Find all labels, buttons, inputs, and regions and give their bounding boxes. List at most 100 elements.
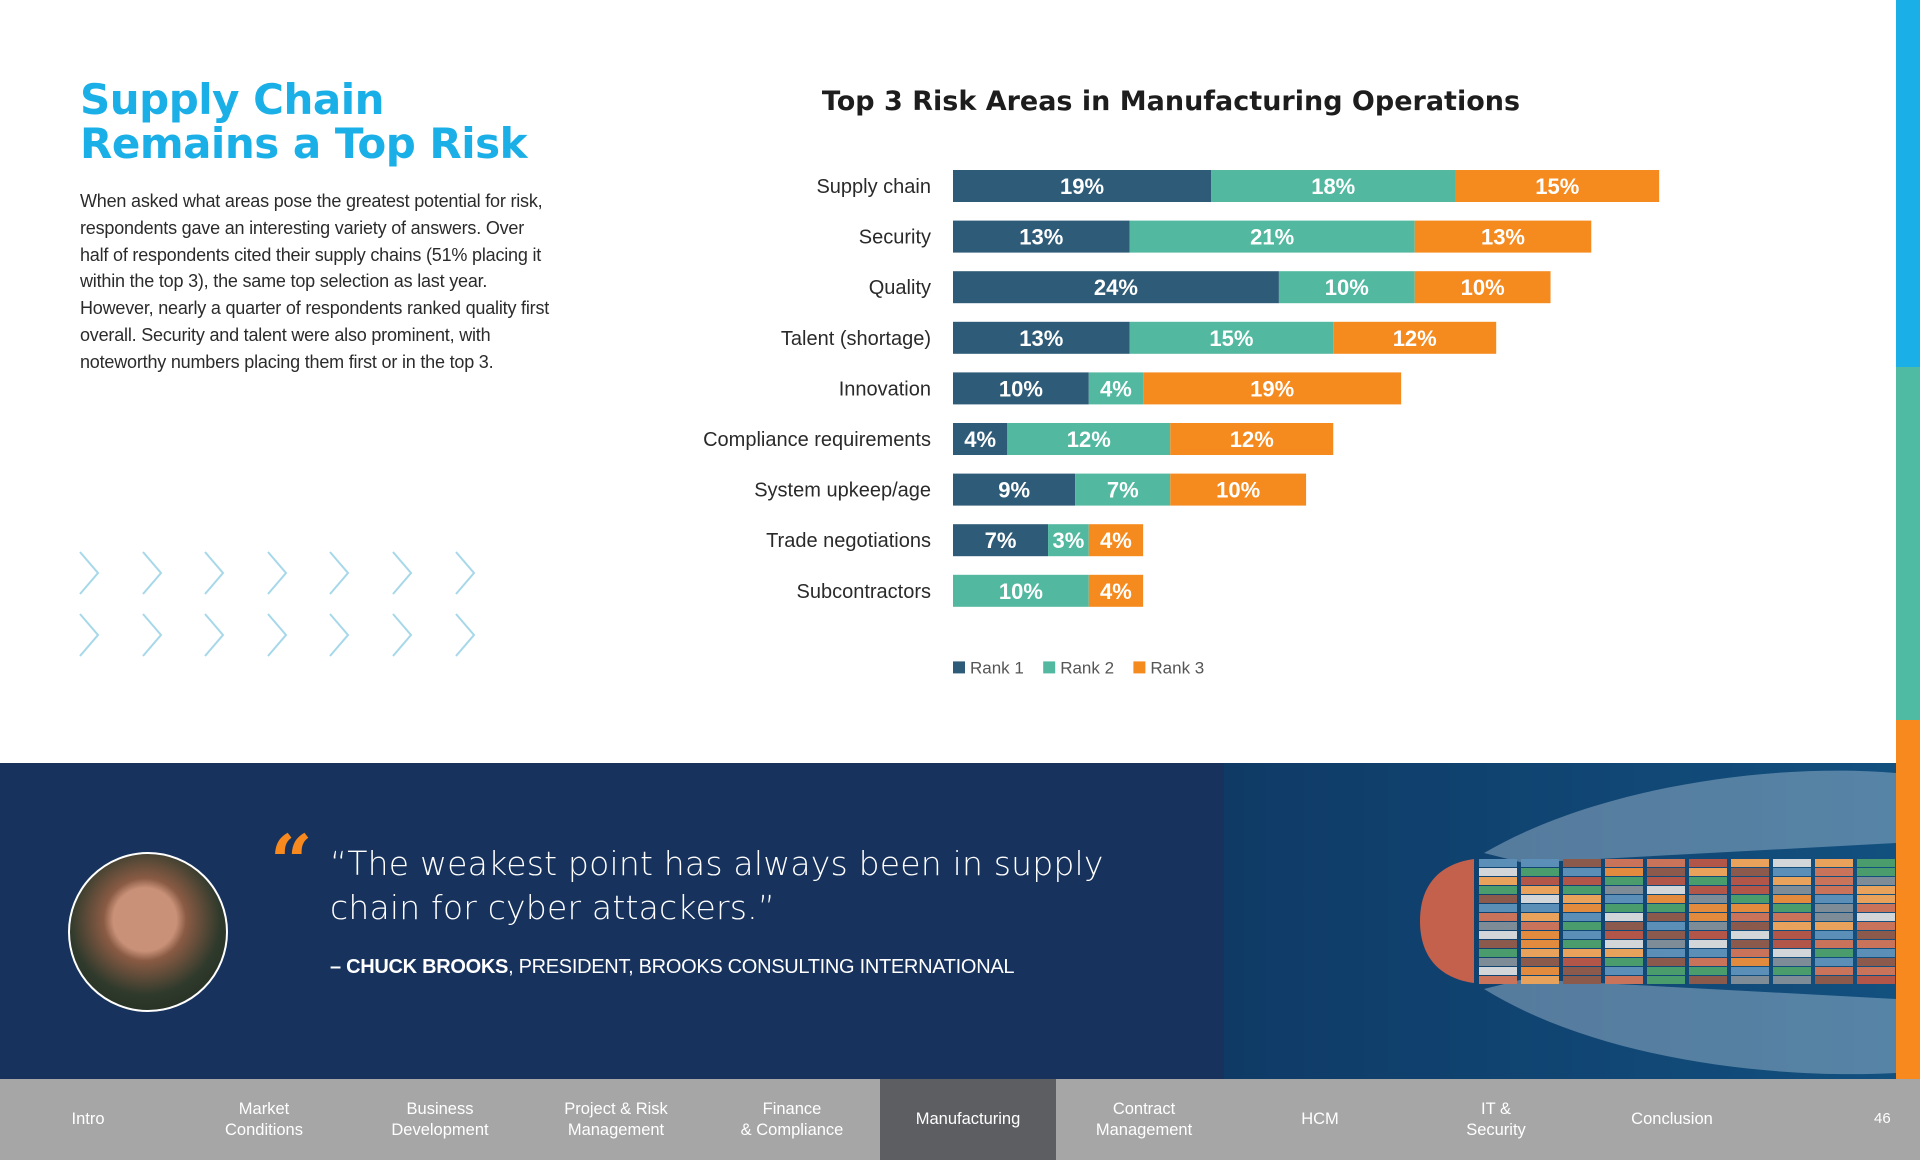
nav-item-label: Contract Management [1095, 1099, 1193, 1139]
container-block [1647, 940, 1685, 948]
container-block [1857, 904, 1895, 912]
nav-item-conclusion[interactable]: Conclusion [1584, 1079, 1760, 1160]
container-block [1731, 931, 1769, 939]
container-block [1563, 886, 1601, 894]
container-block [1857, 859, 1895, 867]
container-block [1857, 967, 1895, 975]
legend-swatch-rank-1 [953, 661, 965, 674]
bar-segment-rank-2 [1048, 524, 1089, 557]
quote-attribution: – CHUCK BROOKS, PRESIDENT, BROOKS CONSUL… [330, 956, 1015, 979]
container-block [1647, 967, 1685, 975]
container-block [1563, 949, 1601, 957]
chevron-right-icon [266, 550, 288, 596]
container-block [1773, 904, 1811, 912]
chevron-right-icon [391, 550, 413, 596]
container-block [1689, 967, 1727, 975]
container-block [1647, 886, 1685, 894]
container-block [1731, 922, 1769, 930]
container-block [1563, 976, 1601, 984]
bar-segment-rank-2 [1088, 372, 1144, 405]
container-block [1815, 931, 1853, 939]
nav-item-intro[interactable]: Intro [0, 1079, 176, 1160]
container-block [1563, 958, 1601, 966]
container-block [1815, 868, 1853, 876]
nav-item-label: Business Development [391, 1099, 489, 1139]
data-label: 3% [1053, 528, 1085, 553]
container-block [1857, 958, 1895, 966]
container-block [1521, 949, 1559, 957]
nav-item-contract-management[interactable]: Contract Management [1056, 1079, 1232, 1160]
bar-segment-rank-1 [953, 524, 1049, 557]
container-block [1815, 949, 1853, 957]
container-block [1647, 895, 1685, 903]
data-label: 10% [999, 579, 1043, 604]
container-block [1479, 949, 1517, 957]
nav-item-market-conditions[interactable]: Market Conditions [176, 1079, 352, 1160]
data-label: 13% [1019, 225, 1063, 250]
container-block [1731, 967, 1769, 975]
chevron-right-icon [141, 550, 163, 596]
legend-label: Rank 2 [1060, 658, 1114, 677]
container-block [1773, 940, 1811, 948]
nav-item-manufacturing[interactable]: Manufacturing [880, 1079, 1056, 1160]
container-block [1479, 976, 1517, 984]
container-block [1815, 895, 1853, 903]
data-label: 7% [985, 528, 1017, 553]
bar-segment-rank-2 [953, 574, 1089, 607]
container-block [1773, 886, 1811, 894]
container-block [1773, 868, 1811, 876]
container-block [1563, 868, 1601, 876]
container-block [1815, 967, 1853, 975]
legend-label: Rank 1 [970, 658, 1024, 677]
bar-segment-rank-2 [1007, 423, 1171, 455]
container-block [1647, 931, 1685, 939]
container-block [1479, 904, 1517, 912]
nav-item-finance-compliance[interactable]: Finance & Compliance [704, 1079, 880, 1160]
data-label: 15% [1209, 326, 1253, 351]
container-block [1815, 922, 1853, 930]
container-block [1773, 895, 1811, 903]
container-block [1773, 976, 1811, 984]
nav-item-label: Conclusion [1631, 1110, 1713, 1128]
attribution-role: , PRESIDENT, BROOKS CONSULTING INTERNATI… [508, 956, 1015, 978]
data-label: 12% [1067, 427, 1111, 452]
container-block [1857, 931, 1895, 939]
container-block [1563, 967, 1601, 975]
container-block [1731, 886, 1769, 894]
bar-segment-rank-3 [1088, 524, 1144, 557]
container-block [1773, 958, 1811, 966]
chevron-right-icon [454, 612, 476, 658]
container-block [1647, 859, 1685, 867]
container-block [1521, 904, 1559, 912]
nav-item-business-development[interactable]: Business Development [352, 1079, 528, 1160]
nav-item-label: HCM [1301, 1110, 1339, 1128]
container-block [1647, 877, 1685, 885]
container-block [1857, 886, 1895, 894]
container-block [1479, 922, 1517, 930]
container-block [1521, 922, 1559, 930]
container-block [1689, 931, 1727, 939]
container-block [1605, 976, 1643, 984]
legend-swatch-rank-3 [1133, 661, 1146, 674]
data-label: 7% [1107, 478, 1139, 503]
container-block [1731, 913, 1769, 921]
nav-item-label: Manufacturing [915, 1110, 1021, 1128]
container-block [1521, 940, 1559, 948]
container-block [1689, 976, 1727, 984]
nav-item-hcm[interactable]: HCM [1232, 1079, 1408, 1160]
container-block [1563, 859, 1601, 867]
nav-item-label: IT & Security [1466, 1099, 1526, 1139]
legend-label: Rank 3 [1150, 658, 1204, 677]
container-block [1563, 922, 1601, 930]
container-block [1731, 859, 1769, 867]
container-block [1605, 868, 1643, 876]
container-block [1815, 976, 1853, 984]
container-block [1563, 913, 1601, 921]
category-label: Talent (shortage) [781, 328, 931, 350]
legend-swatch-rank-2 [1043, 661, 1056, 674]
nav-item-it-security[interactable]: IT & Security [1408, 1079, 1584, 1160]
container-block [1647, 868, 1685, 876]
chevron-right-icon [328, 612, 350, 658]
container-block [1773, 967, 1811, 975]
nav-item-project-risk-management[interactable]: Project & Risk Management [528, 1079, 704, 1160]
